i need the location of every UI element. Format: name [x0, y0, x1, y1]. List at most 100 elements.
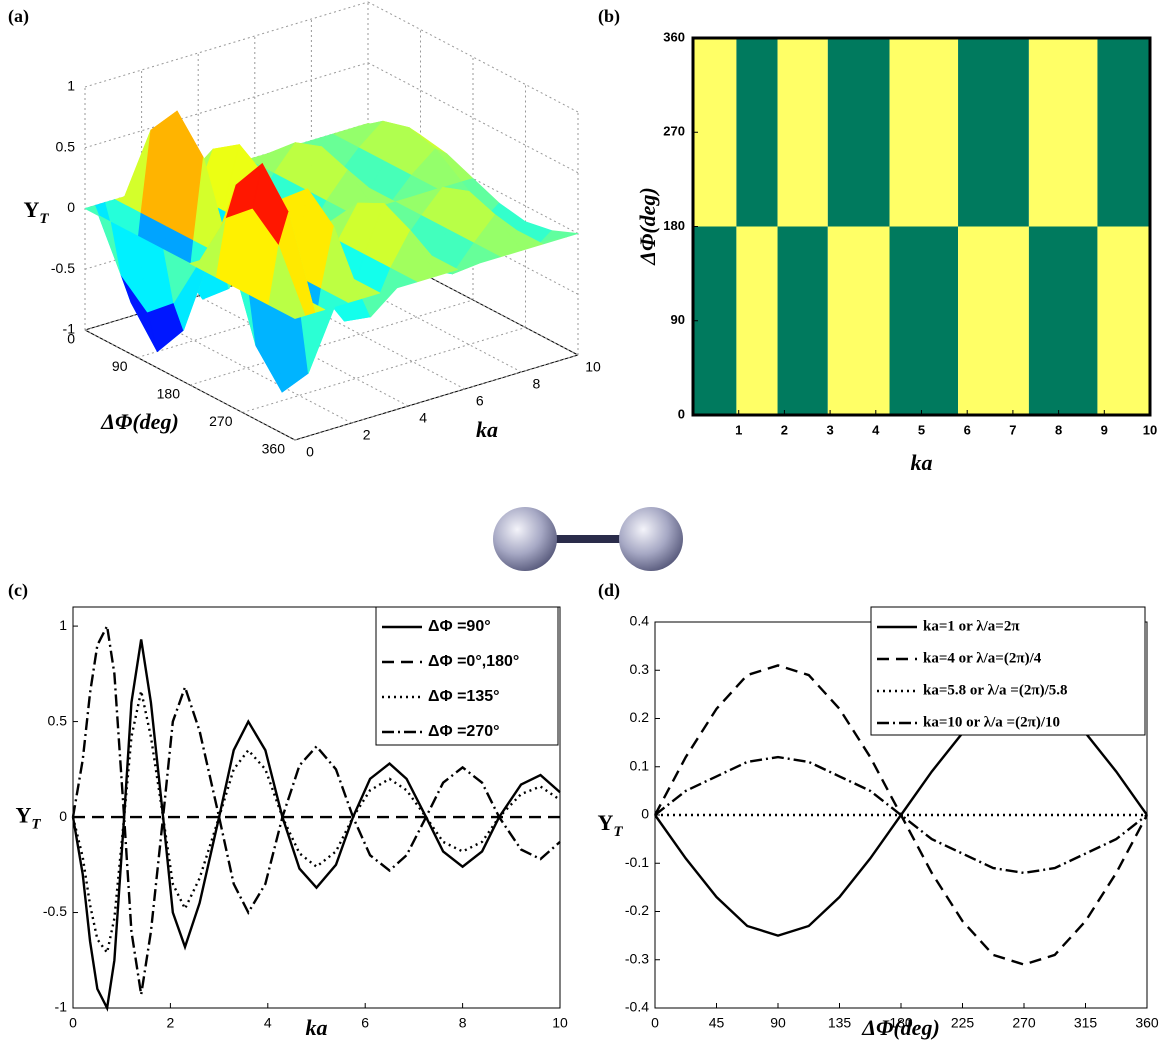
cell — [736, 226, 778, 415]
z-tick-label: 1 — [67, 78, 75, 94]
x-axis-label: ΔΦ(deg) — [861, 1015, 940, 1040]
z-tick-label: -0.5 — [51, 260, 75, 276]
panel-label: (a) — [8, 6, 29, 27]
y-tick-label: -0.4 — [625, 999, 649, 1015]
x-tick-label: 10 — [585, 359, 601, 375]
cell — [736, 38, 778, 227]
y-tick-label: -0.1 — [625, 854, 649, 870]
series-line — [71, 622, 561, 995]
axis-label-sub: T — [613, 824, 623, 840]
cell — [958, 38, 1029, 227]
panel-label: (d) — [598, 580, 620, 601]
y-tick-label: 90 — [671, 312, 685, 327]
axis-label-main: Y — [23, 197, 39, 222]
x-tick-label: 4 — [872, 422, 880, 437]
legend-label: ΔΦ =270° — [428, 723, 500, 740]
y-tick-label: 0.3 — [630, 661, 650, 677]
y-tick-label: 1 — [59, 617, 67, 633]
y-tick-label: 0.5 — [48, 712, 68, 728]
x-tick-label: 4 — [419, 410, 427, 426]
grid-line — [84, 62, 369, 149]
y-tick-label: -0.5 — [43, 903, 67, 919]
x-tick-label: 180 — [889, 1015, 913, 1031]
x-tick-label: 7 — [1009, 422, 1016, 437]
legend-label: ka=5.8 or λ/a =(2π)/5.8 — [923, 682, 1068, 698]
grid-line — [189, 299, 474, 386]
axis-label-main: Y — [15, 803, 31, 828]
y-axis-label: ΔΦ(deg) — [100, 409, 179, 434]
z-tick-label: 0.5 — [56, 138, 76, 154]
x-axis-label: ka — [306, 1015, 328, 1040]
legend-box — [375, 606, 559, 746]
y-tick-label: 180 — [157, 386, 181, 402]
x-tick-label: 10 — [552, 1015, 568, 1031]
y-tick-label: 0 — [67, 331, 75, 347]
x-tick-label: 2 — [781, 422, 788, 437]
y-tick-label: 0.4 — [630, 613, 650, 629]
y-tick-label: 90 — [112, 358, 128, 374]
cell — [1097, 226, 1150, 415]
legend-box — [870, 606, 1146, 736]
x-tick-label: 45 — [709, 1015, 725, 1031]
x-tick-label: 90 — [770, 1015, 786, 1031]
cell — [693, 226, 737, 415]
legend-label: ΔΦ =135° — [428, 688, 500, 705]
y-tick-label: 0 — [641, 806, 649, 822]
cell — [1028, 38, 1098, 227]
molecule-bond — [540, 535, 640, 543]
surface — [84, 110, 579, 393]
x-tick-label: 4 — [264, 1015, 272, 1031]
x-tick-label: 0 — [651, 1015, 659, 1031]
legend-label: ΔΦ =0°,180° — [428, 653, 519, 670]
x-tick-label: 360 — [1135, 1015, 1159, 1031]
y-tick-label: 360 — [663, 29, 685, 44]
x-tick-label: 3 — [826, 422, 833, 437]
x-tick-label: 5 — [918, 422, 925, 437]
x-tick-label: 6 — [964, 422, 971, 437]
x-tick-label: 0 — [306, 444, 314, 460]
y-axis-label: ΔΦ(deg) — [635, 187, 660, 266]
x-axis-label: ka — [476, 417, 498, 442]
cell — [827, 226, 890, 415]
molecule-icon — [493, 507, 683, 571]
x-tick-label: 0 — [69, 1015, 77, 1031]
y-tick-label: 0 — [678, 406, 685, 421]
grid-line — [242, 327, 526, 413]
x-tick-label: 135 — [828, 1015, 852, 1031]
legend-label: ka=4 or λ/a=(2π)/4 — [923, 650, 1042, 666]
axis-label: YT — [597, 810, 623, 840]
y-tick-label: -0.3 — [625, 950, 649, 966]
axis-label: YT — [15, 803, 41, 833]
legend-label: ka=10 or λ/a =(2π)/10 — [923, 714, 1060, 730]
cell — [889, 226, 959, 415]
x-tick-label: 8 — [533, 376, 541, 392]
axis-label: YT — [23, 197, 49, 227]
x-tick-label: 315 — [1074, 1015, 1098, 1031]
axis-label-main: Y — [597, 810, 613, 835]
cell — [777, 38, 828, 227]
x-tick-label: 2 — [167, 1015, 175, 1031]
cell — [1028, 226, 1098, 415]
x-tick-label: 225 — [951, 1015, 975, 1031]
y-tick-label: 0.1 — [630, 757, 650, 773]
legend-label: ka=1 or λ/a=2π — [923, 618, 1020, 634]
z-tick-label: 0 — [67, 199, 75, 215]
x-tick-label: 6 — [476, 393, 484, 409]
grid-line — [84, 1, 369, 88]
series-line — [71, 639, 561, 1012]
y-tick-label: -1 — [55, 999, 68, 1015]
atom — [619, 507, 683, 571]
panel-label: (b) — [598, 6, 620, 27]
x-tick-label: 1 — [735, 422, 742, 437]
y-tick-label: 270 — [663, 124, 685, 139]
cell — [889, 38, 959, 227]
cell — [827, 38, 890, 227]
grid-line — [294, 354, 579, 441]
x-tick-label: 2 — [363, 427, 371, 443]
y-tick-label: 180 — [663, 218, 685, 233]
panel-label: (c) — [8, 580, 28, 601]
y-tick-label: 360 — [262, 441, 286, 457]
